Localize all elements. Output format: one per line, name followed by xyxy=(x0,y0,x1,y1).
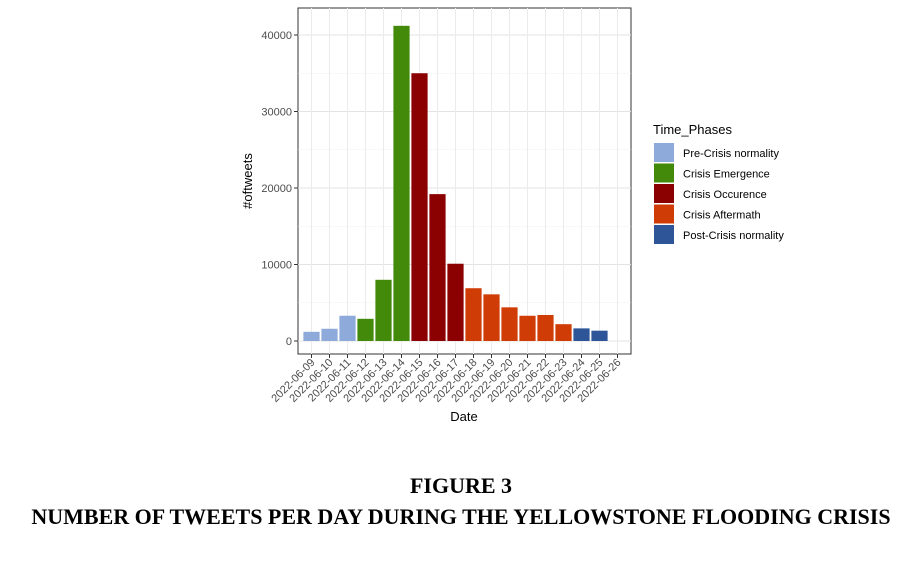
bar xyxy=(429,194,446,341)
legend-key xyxy=(654,143,674,162)
bar xyxy=(447,263,464,341)
legend-label: Crisis Aftermath xyxy=(683,210,761,222)
y-tick-label: 10000 xyxy=(261,260,292,272)
bar xyxy=(501,307,518,341)
gridlines xyxy=(298,8,631,354)
bar xyxy=(573,328,590,341)
bar xyxy=(591,330,608,341)
legend-label: Crisis Occurence xyxy=(683,189,767,201)
y-tick-label: 0 xyxy=(286,336,292,348)
plot-panel xyxy=(297,7,632,355)
legend-key xyxy=(654,204,674,224)
x-axis: 2022-06-092022-06-102022-06-112022-06-12… xyxy=(269,354,624,405)
legend-key xyxy=(654,163,674,183)
legend-key xyxy=(654,225,674,244)
legend-title: Time_Phases xyxy=(653,122,732,137)
legend-key xyxy=(654,184,674,203)
x-axis-label: Date xyxy=(450,409,477,424)
bar xyxy=(555,324,572,341)
y-tick-label: 20000 xyxy=(261,183,292,195)
legend: Time_Phases Pre-Crisis normality Crisis E… xyxy=(653,122,784,244)
y-axis-label: #oftweets xyxy=(240,153,255,209)
legend-label: Pre-Crisis normality xyxy=(683,148,779,160)
bar xyxy=(411,73,428,341)
bar-chart: 0 10000 20000 30000 40000 2022-06-092022-06-… xyxy=(240,7,784,424)
bar xyxy=(375,279,392,341)
bar xyxy=(339,315,356,341)
bar xyxy=(303,331,320,341)
bar xyxy=(519,315,536,341)
bar xyxy=(357,318,374,341)
bar xyxy=(483,294,500,341)
y-axis: 0 10000 20000 30000 40000 xyxy=(261,30,298,348)
y-tick-label: 30000 xyxy=(261,107,292,119)
legend-label: Post-Crisis normality xyxy=(683,230,784,242)
figure-number: FIGURE 3 xyxy=(409,473,513,498)
figure-caption: NUMBER OF TWEETS PER DAY DURING THE YELL… xyxy=(31,504,891,529)
y-tick-label: 40000 xyxy=(261,30,292,42)
legend-label: Crisis Emergence xyxy=(683,169,770,181)
bar xyxy=(321,328,338,341)
bar xyxy=(537,314,554,341)
bar xyxy=(393,25,410,341)
bar xyxy=(465,288,482,341)
bars xyxy=(303,25,608,341)
